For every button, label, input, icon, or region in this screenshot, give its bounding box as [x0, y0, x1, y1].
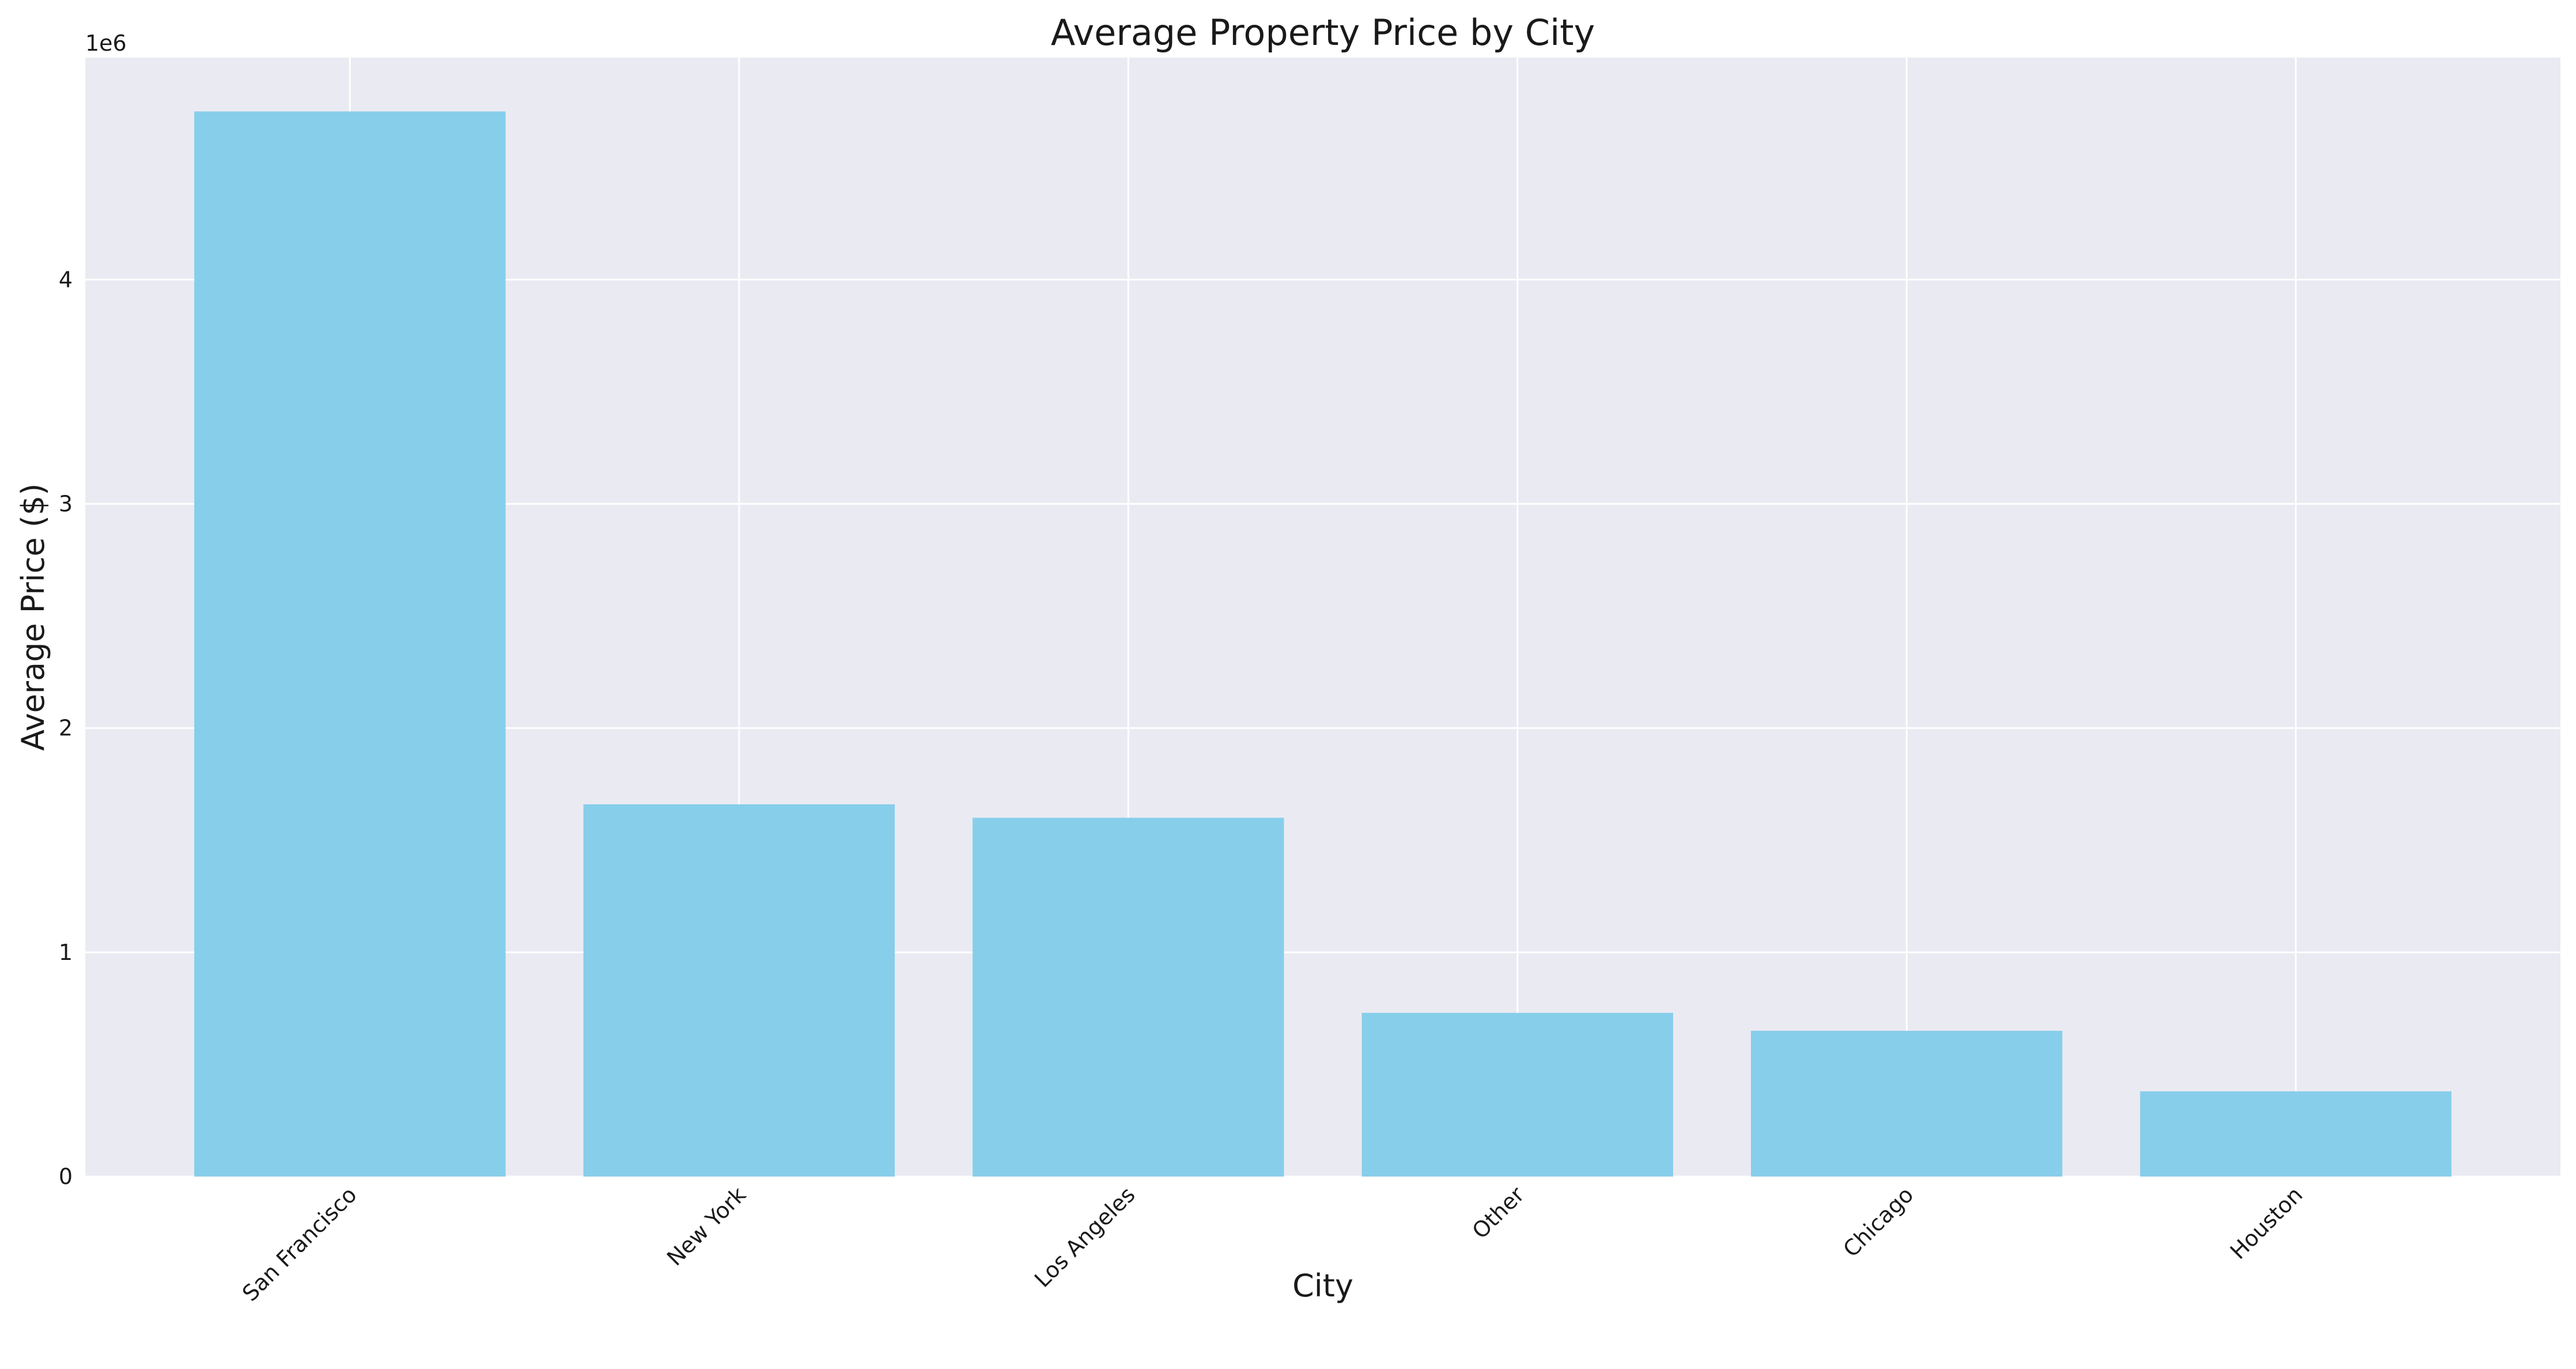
bar-new-york: [583, 804, 895, 1177]
y-axis-label: Average Price ($): [15, 483, 51, 751]
x-axis-label: City: [1292, 1268, 1353, 1304]
bar-other: [1361, 1012, 1673, 1177]
y-tick-label: 2: [59, 716, 73, 741]
x-tick-label: Chicago: [1838, 1182, 1918, 1262]
chart-title: Average Property Price by City: [1051, 12, 1595, 54]
bar-los-angeles: [973, 818, 1284, 1177]
x-tick-labels: San Francisco New York Los Angeles Other Chi…: [237, 1182, 2308, 1306]
x-tick-label: Los Angeles: [1030, 1182, 1140, 1292]
y-tick-label: 3: [59, 491, 73, 516]
bars: [194, 111, 2452, 1177]
y-tick-labels: 0 1 2 3 4: [59, 267, 73, 1189]
x-tick-label: New York: [662, 1182, 751, 1270]
y-offset-label: 1e6: [85, 31, 127, 56]
bar-san-francisco: [194, 111, 506, 1177]
y-tick-label: 4: [59, 267, 73, 292]
x-tick-label: Other: [1467, 1182, 1530, 1244]
x-tick-label: Houston: [2225, 1182, 2308, 1264]
y-tick-label: 1: [59, 940, 73, 965]
y-tick-label: 0: [59, 1164, 73, 1189]
bar-chicago: [1751, 1031, 2063, 1177]
x-tick-label: San Francisco: [237, 1182, 362, 1306]
bar-houston: [2140, 1091, 2452, 1177]
